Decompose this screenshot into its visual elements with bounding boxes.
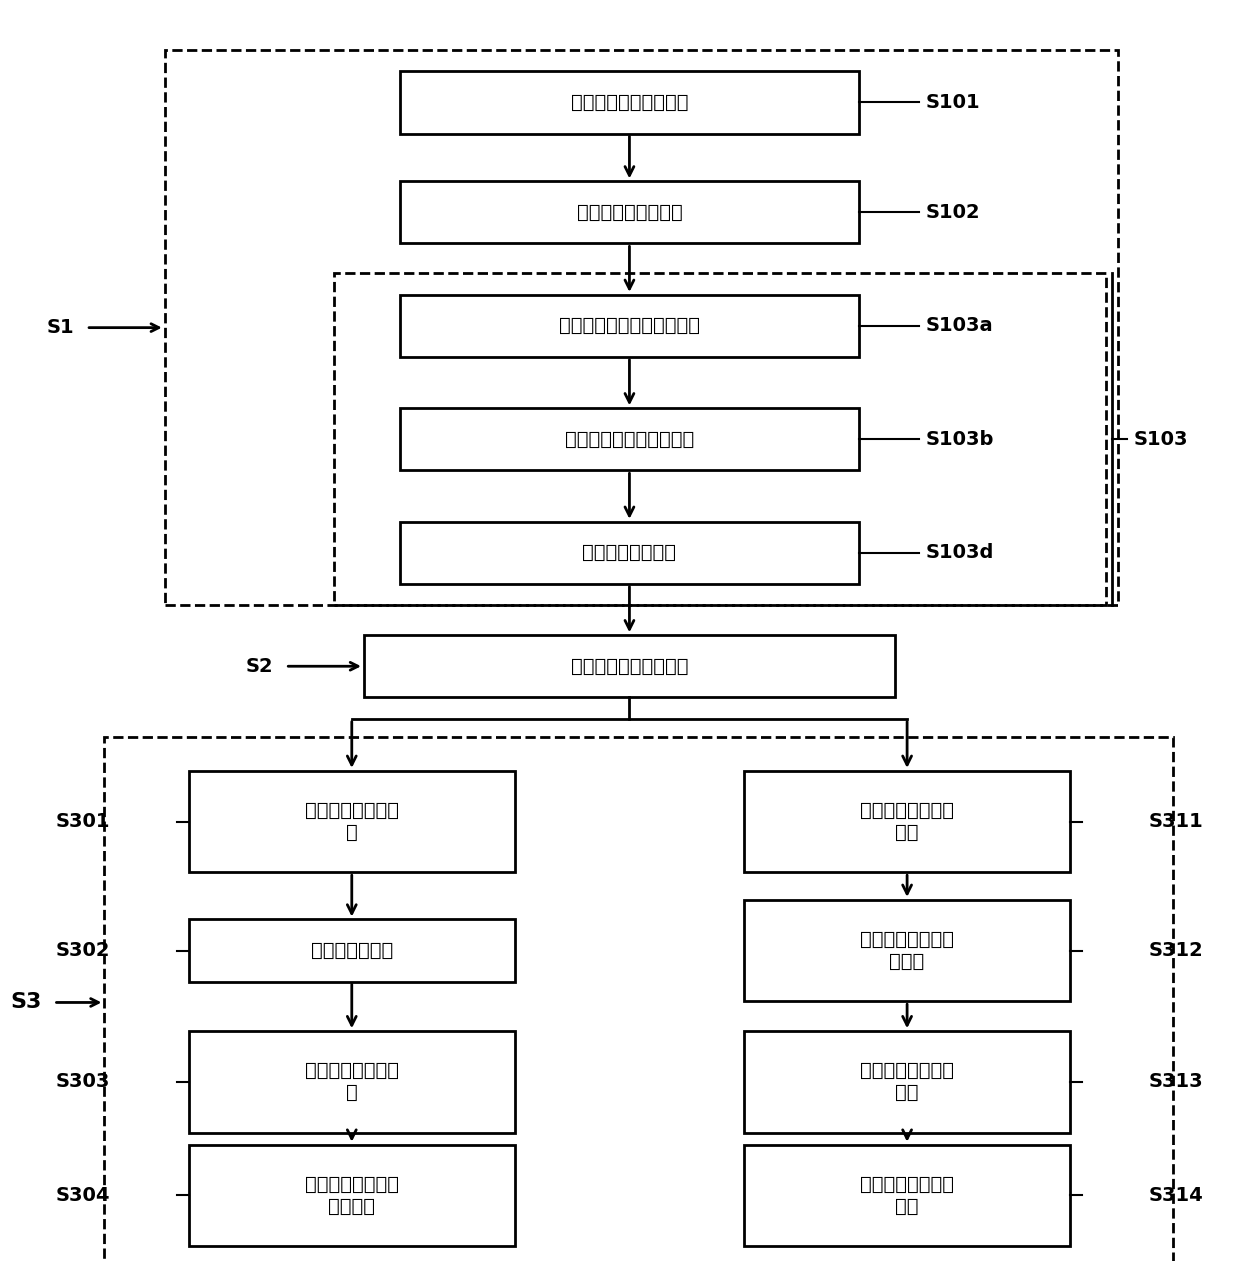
Text: 形成坐标点数组: 形成坐标点数组 xyxy=(311,941,393,960)
FancyBboxPatch shape xyxy=(744,771,1070,872)
Text: S103b: S103b xyxy=(925,430,993,449)
Text: S304: S304 xyxy=(56,1186,110,1205)
Text: 提取数据主成分信息: 提取数据主成分信息 xyxy=(577,203,682,222)
Text: 得到相应的态势预
测值: 得到相应的态势预 测值 xyxy=(861,1175,954,1216)
Text: 确定合适的匹配时
间间隔: 确定合适的匹配时 间间隔 xyxy=(861,929,954,971)
Text: S311: S311 xyxy=(1148,812,1203,831)
Text: 计算主机的攻击信息证据: 计算主机的攻击信息证据 xyxy=(564,430,694,449)
FancyBboxPatch shape xyxy=(401,294,859,356)
Text: S312: S312 xyxy=(1148,941,1203,960)
Text: 绘制网络安全态势曲线: 绘制网络安全态势曲线 xyxy=(570,657,688,676)
Text: 绘制网络安全态势
预测曲线: 绘制网络安全态势 预测曲线 xyxy=(305,1175,399,1216)
Text: S314: S314 xyxy=(1148,1186,1203,1205)
Text: 设定时间序列的间
隔: 设定时间序列的间 隔 xyxy=(305,801,399,842)
Text: S3: S3 xyxy=(10,993,41,1012)
Text: S103: S103 xyxy=(1135,430,1189,449)
Text: S313: S313 xyxy=(1148,1073,1203,1092)
Text: S103a: S103a xyxy=(925,316,993,335)
Text: S101: S101 xyxy=(925,93,980,112)
FancyBboxPatch shape xyxy=(188,771,515,872)
Text: 设定时间，建立梯
度表: 设定时间，建立梯 度表 xyxy=(861,801,954,842)
Text: S302: S302 xyxy=(56,941,110,960)
FancyBboxPatch shape xyxy=(188,1145,515,1246)
FancyBboxPatch shape xyxy=(744,900,1070,1002)
FancyBboxPatch shape xyxy=(744,1031,1070,1132)
Text: S103d: S103d xyxy=(925,543,993,562)
Text: 确定傅里叶拟合公
式: 确定傅里叶拟合公 式 xyxy=(305,1061,399,1102)
FancyBboxPatch shape xyxy=(188,1031,515,1132)
FancyBboxPatch shape xyxy=(401,408,859,470)
Text: 计算漏洞的静态严重性证据: 计算漏洞的静态严重性证据 xyxy=(559,316,699,335)
Text: S102: S102 xyxy=(925,203,980,222)
FancyBboxPatch shape xyxy=(401,71,859,133)
FancyBboxPatch shape xyxy=(401,521,859,583)
Text: S303: S303 xyxy=(56,1073,110,1092)
FancyBboxPatch shape xyxy=(363,635,895,697)
Text: S2: S2 xyxy=(246,657,273,676)
FancyBboxPatch shape xyxy=(188,919,515,981)
FancyBboxPatch shape xyxy=(401,181,859,243)
Text: 采集不同来源的数据集: 采集不同来源的数据集 xyxy=(570,93,688,112)
Text: 找到匹配度最高的
曲线: 找到匹配度最高的 曲线 xyxy=(861,1061,954,1102)
Text: S1: S1 xyxy=(46,318,74,337)
FancyBboxPatch shape xyxy=(744,1145,1070,1246)
Text: 得到漏洞的威胁值: 得到漏洞的威胁值 xyxy=(583,543,677,562)
Text: S301: S301 xyxy=(56,812,110,831)
